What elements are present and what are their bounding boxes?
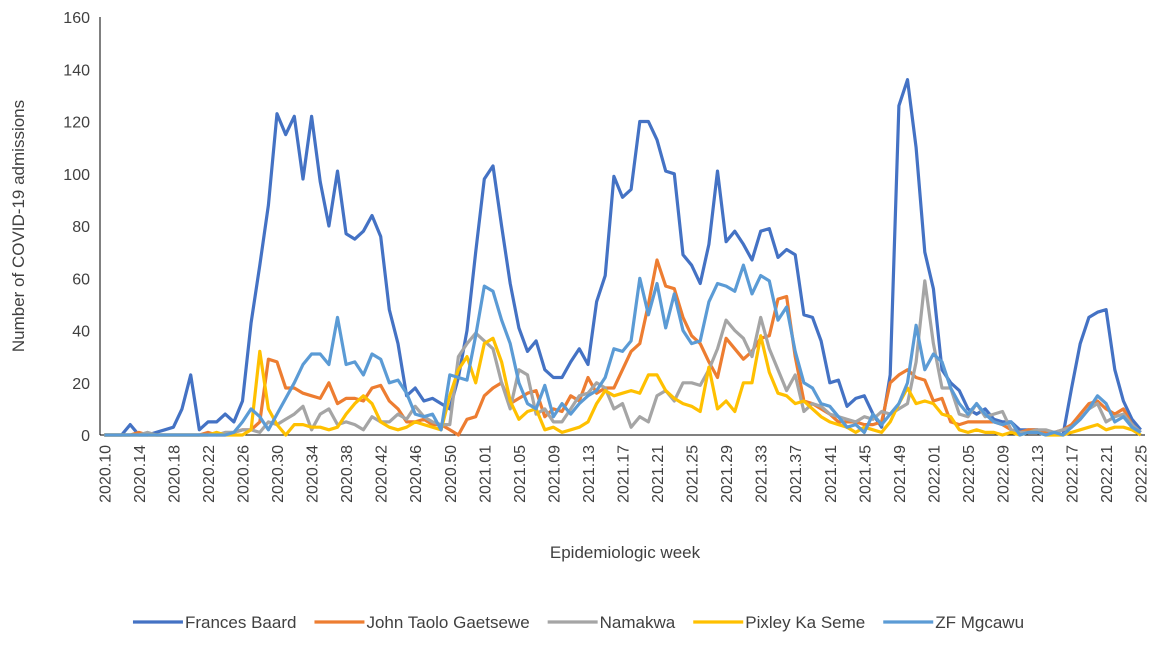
- x-tick-label: 2020.38: [339, 445, 356, 503]
- x-tick-label: 2021.25: [685, 445, 702, 503]
- x-tick-label: 2021.29: [719, 445, 736, 503]
- x-tick-label: 2021.33: [754, 445, 771, 503]
- x-tick-label: 2021.49: [892, 445, 909, 503]
- x-tick-label: 2021.05: [512, 445, 529, 503]
- x-tick-label: 2021.01: [477, 445, 494, 503]
- x-tick-label: 2020.34: [305, 445, 322, 503]
- x-tick-label: 2020.46: [408, 445, 425, 503]
- legend-label: Frances Baard: [185, 613, 297, 632]
- x-tick-label: 2020.18: [166, 445, 183, 503]
- x-tick-label: 2021.45: [857, 445, 874, 503]
- y-tick-label: 0: [81, 428, 90, 445]
- y-tick-label: 140: [63, 62, 90, 79]
- x-tick-label: 2022.21: [1099, 445, 1116, 503]
- x-tick-label: 2020.30: [270, 445, 287, 503]
- series-line: [104, 78, 1142, 437]
- y-tick-label: 100: [63, 167, 90, 184]
- x-tick-label: 2021.13: [581, 445, 598, 503]
- x-tick-label: 2022.13: [1030, 445, 1047, 503]
- x-tick-label: 2020.22: [201, 445, 218, 503]
- x-tick-label: 2022.09: [996, 445, 1013, 503]
- x-tick-label: 2020.42: [374, 445, 391, 503]
- x-tick-label: 2020.10: [97, 445, 114, 503]
- y-axis-title: Number of COVID-19 admissions: [9, 100, 28, 352]
- x-tick-label: 2021.21: [650, 445, 667, 503]
- y-tick-label: 160: [63, 10, 90, 27]
- y-tick-label: 20: [72, 376, 90, 393]
- x-tick-label: 2021.37: [788, 445, 805, 503]
- legend-label: Namakwa: [600, 613, 676, 632]
- legend: Frances Baard John Taolo Gaetsewe Namakwa P…: [132, 613, 1024, 632]
- legend-label: John Taolo Gaetsewe: [366, 613, 529, 632]
- y-tick-label: 60: [72, 271, 90, 288]
- series-line: [104, 258, 1142, 437]
- x-axis-title: Epidemiologic week: [550, 543, 701, 562]
- x-tick-label: 2022.25: [1134, 445, 1151, 503]
- legend-label: ZF Mgcawu: [935, 613, 1024, 632]
- x-tick-label: 2020.26: [236, 445, 253, 503]
- legend-label: Pixley Ka Seme: [745, 613, 865, 632]
- y-tick-label: 40: [72, 324, 90, 341]
- x-tick-label: 2022.17: [1065, 445, 1082, 503]
- y-tick-label: 80: [72, 219, 90, 236]
- x-tick-label: 2020.50: [443, 445, 460, 503]
- y-tick-label: 120: [63, 115, 90, 132]
- x-tick-label: 2020.14: [132, 445, 149, 503]
- x-tick-label: 2021.41: [823, 445, 840, 503]
- x-tick-label: 2022.05: [961, 445, 978, 503]
- x-tick-label: 2021.17: [616, 445, 633, 503]
- series-line: [104, 334, 1142, 437]
- series-line: [104, 263, 1142, 437]
- x-tick-label: 2021.09: [546, 445, 563, 503]
- x-tick-label: 2022.01: [926, 445, 943, 503]
